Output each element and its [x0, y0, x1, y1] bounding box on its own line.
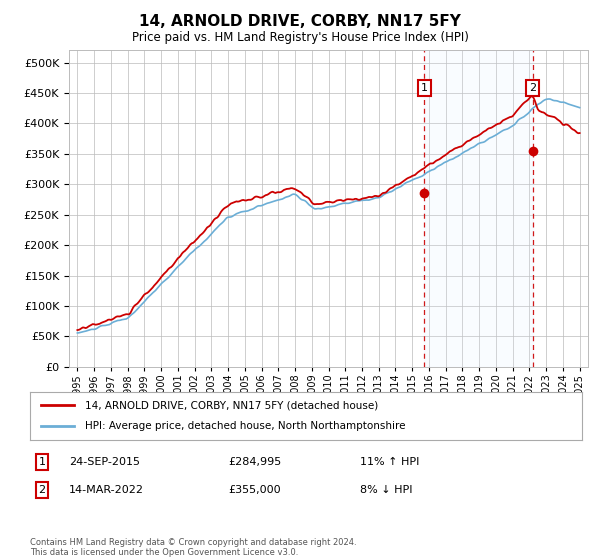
Text: Contains HM Land Registry data © Crown copyright and database right 2024.
This d: Contains HM Land Registry data © Crown c… [30, 538, 356, 557]
Text: £355,000: £355,000 [228, 485, 281, 495]
Text: 2: 2 [38, 485, 46, 495]
Text: 14, ARNOLD DRIVE, CORBY, NN17 5FY (detached house): 14, ARNOLD DRIVE, CORBY, NN17 5FY (detac… [85, 400, 379, 410]
Text: 1: 1 [421, 83, 428, 93]
Bar [424, 50, 533, 367]
Text: 14-MAR-2022: 14-MAR-2022 [69, 485, 144, 495]
Text: 11% ↑ HPI: 11% ↑ HPI [360, 457, 419, 467]
Text: Price paid vs. HM Land Registry's House Price Index (HPI): Price paid vs. HM Land Registry's House … [131, 31, 469, 44]
Text: 2: 2 [529, 83, 536, 93]
Text: 8% ↓ HPI: 8% ↓ HPI [360, 485, 413, 495]
Text: £284,995: £284,995 [228, 457, 281, 467]
Text: HPI: Average price, detached house, North Northamptonshire: HPI: Average price, detached house, Nort… [85, 421, 406, 431]
Text: 1: 1 [38, 457, 46, 467]
Text: 24-SEP-2015: 24-SEP-2015 [69, 457, 140, 467]
Text: 14, ARNOLD DRIVE, CORBY, NN17 5FY: 14, ARNOLD DRIVE, CORBY, NN17 5FY [139, 14, 461, 29]
